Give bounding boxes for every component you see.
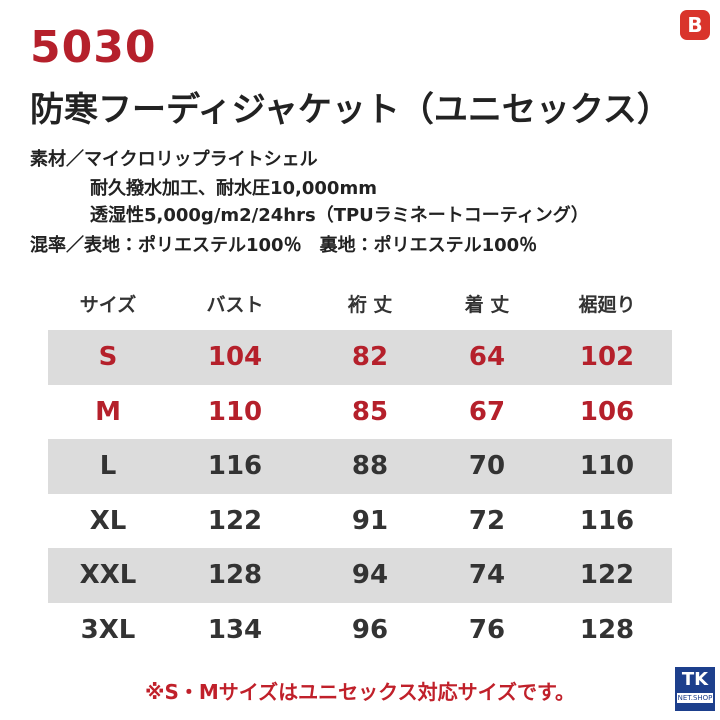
- size-label: M: [95, 396, 121, 427]
- measurement: 70: [468, 451, 506, 482]
- spec-line: 素材／マイクロリップライトシェル: [30, 149, 318, 170]
- measurement: 74: [468, 560, 506, 591]
- table-row: L 116 88 70 110: [48, 439, 672, 494]
- measurement: 82: [351, 342, 389, 373]
- spec-line: 耐久撥水加工、耐水圧10,000mm: [90, 178, 377, 199]
- brand-mark: B: [687, 13, 702, 37]
- measurement: 116: [207, 451, 263, 482]
- spec-line: 透湿性5,000g/m2/24hrs（TPUラミネートコーティング）: [90, 205, 589, 226]
- column-header: 裄 丈: [347, 293, 393, 316]
- size-label: 3XL: [80, 614, 136, 645]
- measurement: 94: [351, 560, 389, 591]
- table-row: XL 122 91 72 116: [48, 494, 672, 549]
- measurement: 64: [468, 342, 506, 373]
- product-title: 防寒フーディジャケット（ユニセックス）: [30, 90, 671, 130]
- table-header: サイズ バスト 裄 丈 着 丈 裾廻り: [48, 276, 672, 330]
- svg-text:B: B: [687, 13, 702, 37]
- shop-logo: TK NET.SHOP: [675, 667, 715, 711]
- table-row: XXL 128 94 74 122: [48, 548, 672, 603]
- column-header: サイズ: [79, 293, 137, 316]
- spec-line: 混率／表地：ポリエステル100％ 裏地：ポリエステル100％: [30, 235, 538, 256]
- measurement: 134: [207, 614, 263, 645]
- measurement: 76: [468, 614, 506, 645]
- table-row: S 104 82 64 102: [48, 330, 672, 385]
- column-header: 着 丈: [464, 293, 510, 316]
- measurement: 102: [579, 342, 635, 373]
- measurement: 110: [579, 451, 635, 482]
- measurement: 67: [468, 396, 506, 427]
- logo-main: TK: [681, 669, 709, 690]
- product-code: 5030: [30, 22, 157, 73]
- size-label: L: [99, 451, 117, 482]
- measurement: 91: [351, 505, 389, 536]
- measurement: 122: [207, 505, 263, 536]
- measurement: 85: [351, 396, 389, 427]
- column-header: 裾廻り: [578, 293, 636, 316]
- measurement: 96: [351, 614, 389, 645]
- size-label: XXL: [79, 560, 137, 591]
- brand-icon: B: [680, 10, 710, 40]
- measurement: 88: [351, 451, 389, 482]
- table-row: 3XL 134 96 76 128: [48, 603, 672, 658]
- measurement: 110: [207, 396, 263, 427]
- footnote: ※S・Mサイズはユニセックス対応サイズです。: [145, 680, 575, 704]
- measurement: 72: [468, 505, 506, 536]
- logo-sub: NET.SHOP: [677, 693, 713, 703]
- table-row: M 110 85 67 106: [48, 385, 672, 440]
- measurement: 106: [579, 396, 635, 427]
- size-label: S: [98, 342, 118, 373]
- column-header: バスト: [206, 293, 264, 316]
- measurement: 128: [207, 560, 263, 591]
- measurement: 122: [579, 560, 635, 591]
- measurement: 104: [207, 342, 263, 373]
- measurement: 116: [579, 505, 635, 536]
- size-label: XL: [89, 505, 127, 536]
- measurement: 128: [579, 614, 635, 645]
- size-table: サイズ バスト 裄 丈 着 丈 裾廻り S 104 82 64 102 M 110 85 67 106 L 11…: [48, 276, 672, 657]
